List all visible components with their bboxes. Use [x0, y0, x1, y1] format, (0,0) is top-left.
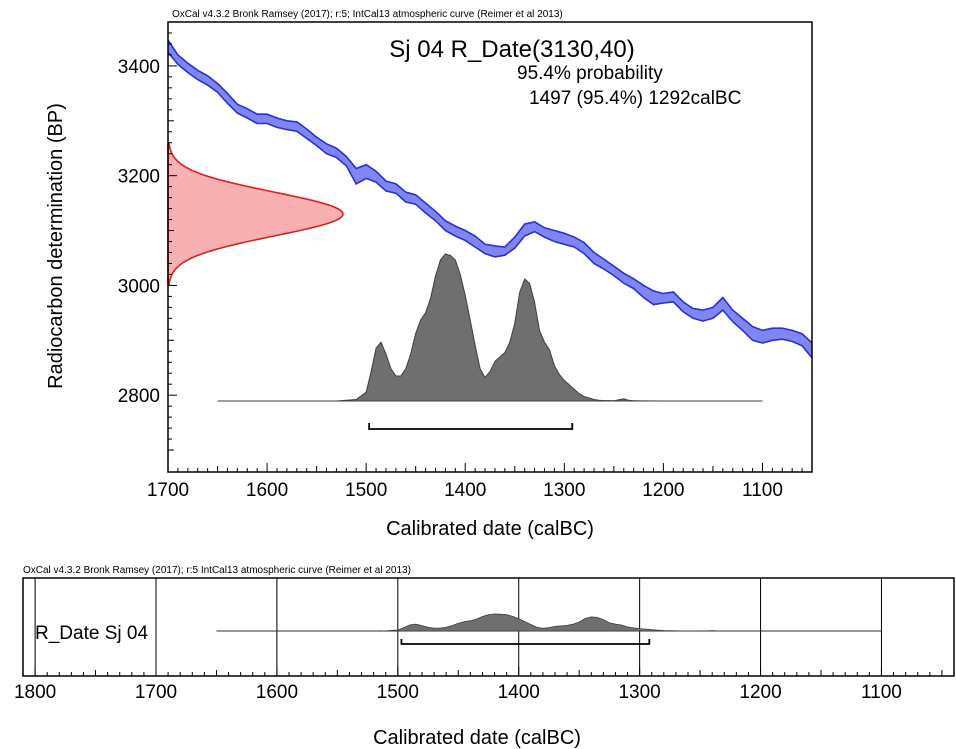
x-tick-label: 1300	[543, 480, 585, 501]
probability-label: 95.4% probability	[517, 63, 663, 84]
range-95-bracket	[400, 639, 651, 645]
software-credit: OxCal v4.3.2 Bronk Ramsey (2017); r:5 In…	[23, 565, 411, 576]
x-tick-label: 1600	[256, 682, 298, 703]
y-tick-label: 2800	[118, 386, 160, 407]
calibration-curve-upper-line	[167, 39, 813, 344]
x-tick-label: 1500	[345, 480, 387, 501]
x-tick-label: 1200	[642, 480, 684, 501]
x-tick-label: 1200	[739, 682, 781, 703]
multiplot-chart: OxCal v4.3.2 Bronk Ramsey (2017); r:5 In…	[14, 565, 955, 749]
x-axis: 1800 1700 1600 1500 1400 1300 1200 1100	[14, 667, 955, 703]
calibrated-date-distribution	[217, 253, 763, 402]
vertical-gridlines	[34, 578, 882, 676]
x-tick-label: 1100	[742, 480, 783, 501]
x-axis: 1700 1600 1500 1400 1300 1200 1100	[147, 463, 813, 501]
plot-frame	[22, 577, 955, 677]
calibration-curve-lower-line	[167, 51, 813, 359]
x-tick-label: 1700	[135, 682, 177, 703]
chart-title: Sj 04 R_Date(3130,40)	[389, 36, 634, 63]
x-tick-label: 1700	[147, 480, 189, 501]
row-label: R_Date Sj 04	[35, 623, 148, 644]
x-tick-label: 1400	[444, 480, 486, 501]
range-95-bracket	[368, 423, 574, 430]
x-tick-label: 1800	[14, 682, 56, 703]
y-tick-label: 3400	[118, 57, 160, 78]
x-tick-label: 1100	[861, 682, 902, 703]
x-axis-title: Calibrated date (calBC)	[386, 518, 594, 540]
y-axis-title: Radiocarbon determination (BP)	[45, 103, 67, 389]
plot-area	[167, 39, 813, 430]
x-tick-label: 1300	[618, 682, 660, 703]
y-axis: 2800 3000 3200 3400	[118, 21, 177, 451]
calibration-curve-band	[168, 40, 812, 358]
y-tick-label: 3200	[118, 167, 160, 188]
radiocarbon-date-distribution	[167, 143, 344, 286]
calibration-chart: OxCal v4.3.2 Bronk Ramsey (2017); r:5; I…	[45, 9, 813, 540]
y-tick-label: 3000	[118, 276, 160, 297]
software-credit: OxCal v4.3.2 Bronk Ramsey (2017); r:5; I…	[172, 9, 563, 20]
x-tick-label: 1500	[377, 682, 419, 703]
x-tick-label: 1600	[246, 480, 288, 501]
calibrated-date-distribution	[216, 613, 882, 632]
plot-frame	[167, 21, 813, 473]
range-label: 1497 (95.4%) 1292calBC	[529, 88, 741, 109]
x-axis-title: Calibrated date (calBC)	[373, 727, 581, 749]
x-tick-label: 1400	[498, 682, 540, 703]
